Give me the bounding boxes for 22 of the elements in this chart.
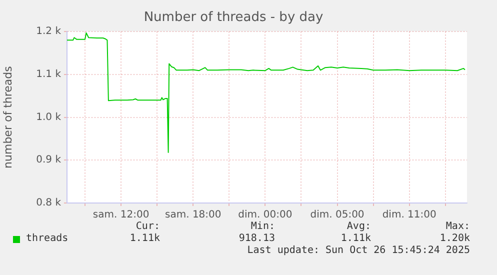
text: 1.11k xyxy=(340,233,371,245)
y-tick-label: 1.2 k xyxy=(36,26,62,38)
text: Avg: xyxy=(346,221,371,233)
text: Cur: xyxy=(136,221,160,233)
text: Min: xyxy=(250,221,275,233)
y-tick-label: 1.1 k xyxy=(36,69,62,80)
x-tick-label: dim. 05:00 xyxy=(310,210,364,221)
x-tick-label: sam. 18:00 xyxy=(164,210,222,221)
y-tick-label: 1.0 k xyxy=(36,112,62,123)
text: 1.11k xyxy=(130,233,160,245)
x-tick-label: dim. 00:00 xyxy=(238,210,292,221)
legend-label: threads xyxy=(26,233,68,245)
chart-title: Number of threads - by day xyxy=(144,10,324,26)
y-axis-title: number of threads xyxy=(1,66,14,168)
text: 918.13 xyxy=(238,233,275,245)
text: Last update: Sun Oct 26 15:45:24 2025 xyxy=(247,245,470,257)
y-tick-label: 0.9 k xyxy=(36,154,62,166)
x-tick-label: dim. 11:00 xyxy=(382,210,436,221)
x-tick-label: sam. 12:00 xyxy=(92,210,150,221)
y-tick-label: 0.8 k xyxy=(36,198,62,209)
text: 1.20k xyxy=(440,233,470,245)
text: Max: xyxy=(446,221,470,233)
